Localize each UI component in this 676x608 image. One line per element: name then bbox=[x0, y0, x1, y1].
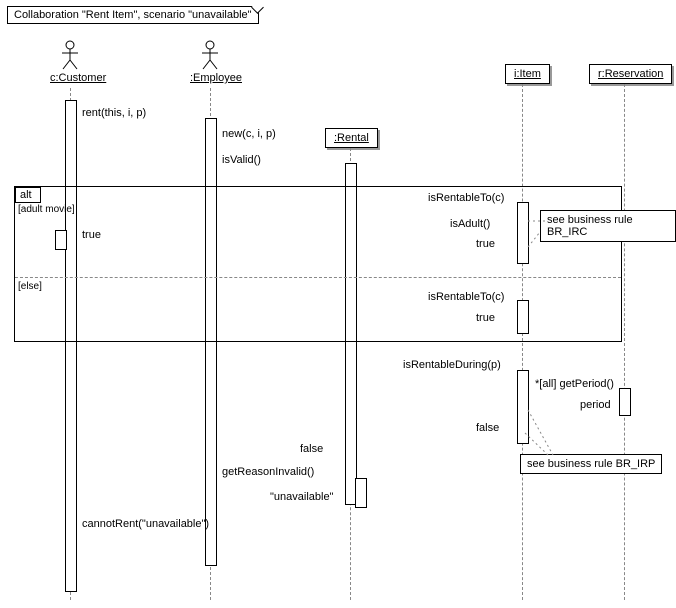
msg-getreason: getReasonInvalid() bbox=[222, 466, 314, 478]
msg-rent: rent(this, i, p) bbox=[82, 107, 146, 119]
alt-frame: alt bbox=[14, 186, 622, 342]
msg-true1: true bbox=[82, 229, 101, 241]
activation-reservation bbox=[619, 388, 631, 416]
msg-isvalid: isValid() bbox=[222, 154, 261, 166]
activation-rental-reason bbox=[355, 478, 367, 508]
activation-customer bbox=[65, 100, 77, 592]
actor-employee: :Employee bbox=[190, 40, 230, 84]
actor-customer: c:Customer bbox=[50, 40, 90, 84]
msg-true2: true bbox=[476, 238, 495, 250]
note-br-irc: see business rule BR_IRC bbox=[540, 210, 676, 242]
msg-new: new(c, i, p) bbox=[222, 128, 276, 140]
lifeline-reservation bbox=[624, 84, 625, 600]
guard-adult: [adult movie] bbox=[18, 204, 75, 215]
object-rental: :Rental bbox=[325, 128, 378, 148]
msg-isadult: isAdult() bbox=[450, 218, 490, 230]
object-item: i:Item bbox=[505, 64, 550, 84]
msg-isrentableto1: isRentableTo(c) bbox=[428, 192, 504, 204]
msg-false2: false bbox=[300, 443, 323, 455]
person-icon bbox=[200, 40, 220, 70]
sequence-diagram: Collaboration "Rent Item", scenario "una… bbox=[0, 0, 676, 608]
title-text: Collaboration "Rent Item", scenario "una… bbox=[14, 9, 252, 21]
employee-label: :Employee bbox=[190, 72, 230, 84]
msg-false1: false bbox=[476, 422, 499, 434]
msg-isrentableto2: isRentableTo(c) bbox=[428, 291, 504, 303]
alt-divider bbox=[15, 277, 621, 278]
diagram-title: Collaboration "Rent Item", scenario "una… bbox=[7, 6, 259, 24]
customer-label: c:Customer bbox=[50, 72, 90, 84]
guard-else: [else] bbox=[18, 281, 42, 292]
msg-cannotrent: cannotRent("unavailable") bbox=[82, 518, 209, 530]
object-reservation: r:Reservation bbox=[589, 64, 672, 84]
activation-item-3 bbox=[517, 370, 529, 444]
person-icon bbox=[60, 40, 80, 70]
lifeline-item bbox=[522, 84, 523, 600]
alt-label: alt bbox=[15, 187, 41, 203]
msg-getperiod: *[all] getPeriod() bbox=[535, 378, 614, 390]
msg-period: period bbox=[580, 399, 611, 411]
msg-true3: true bbox=[476, 312, 495, 324]
msg-unavailable: "unavailable" bbox=[270, 491, 333, 503]
note-br-irp: see business rule BR_IRP bbox=[520, 454, 662, 474]
msg-isrentableduring: isRentableDuring(p) bbox=[403, 359, 501, 371]
